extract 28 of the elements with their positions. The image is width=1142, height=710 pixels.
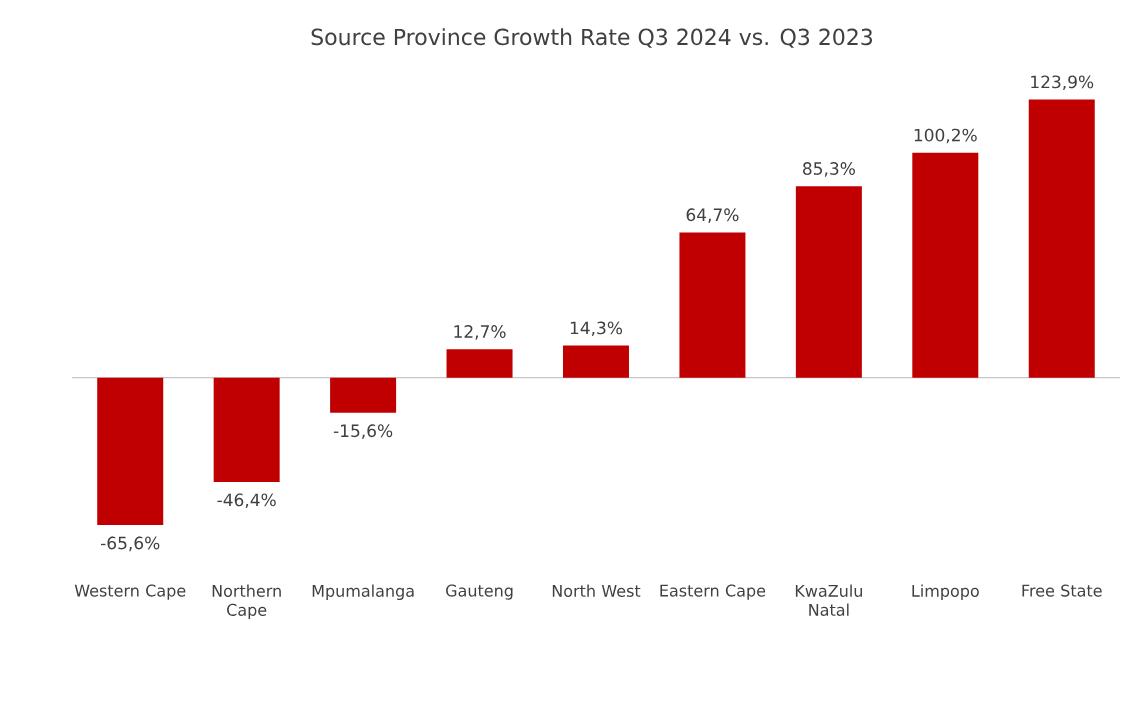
data-label: -65,6% (100, 536, 160, 552)
bar (795, 186, 862, 378)
x-tick-label: Gauteng (446, 584, 513, 600)
data-label: 123,9% (1031, 75, 1094, 91)
data-label: 85,3% (803, 162, 855, 177)
x-tick-label: Mpumalanga (312, 584, 414, 601)
x-tick-label: Limpopo (912, 584, 979, 601)
x-tick-label: Western Cape (74, 584, 186, 600)
bar (1028, 99, 1095, 378)
data-label: 100,2% (914, 128, 977, 144)
x-tick-label: Eastern Cape (660, 584, 766, 600)
bar (912, 152, 979, 378)
bar (562, 345, 629, 378)
bar (213, 377, 280, 482)
bar (97, 377, 164, 525)
data-label: -15,6% (333, 424, 393, 439)
bar (330, 377, 397, 413)
x-tick-label: Free State (1022, 584, 1102, 597)
data-label: -46,4% (217, 493, 276, 509)
x-tick-label: North West (552, 584, 641, 597)
x-tick-label: Northern Cape (212, 584, 281, 620)
data-label: 14,3% (570, 321, 623, 337)
data-label: 64,7% (686, 208, 739, 223)
bar (679, 232, 746, 378)
x-tick-label: KwaZulu Natal (795, 584, 862, 616)
data-label: 12,7% (454, 325, 506, 340)
chart-title: Source Province Growth Rate Q3 2024 vs. Q3 2023 (311, 28, 873, 48)
bar (446, 349, 513, 378)
